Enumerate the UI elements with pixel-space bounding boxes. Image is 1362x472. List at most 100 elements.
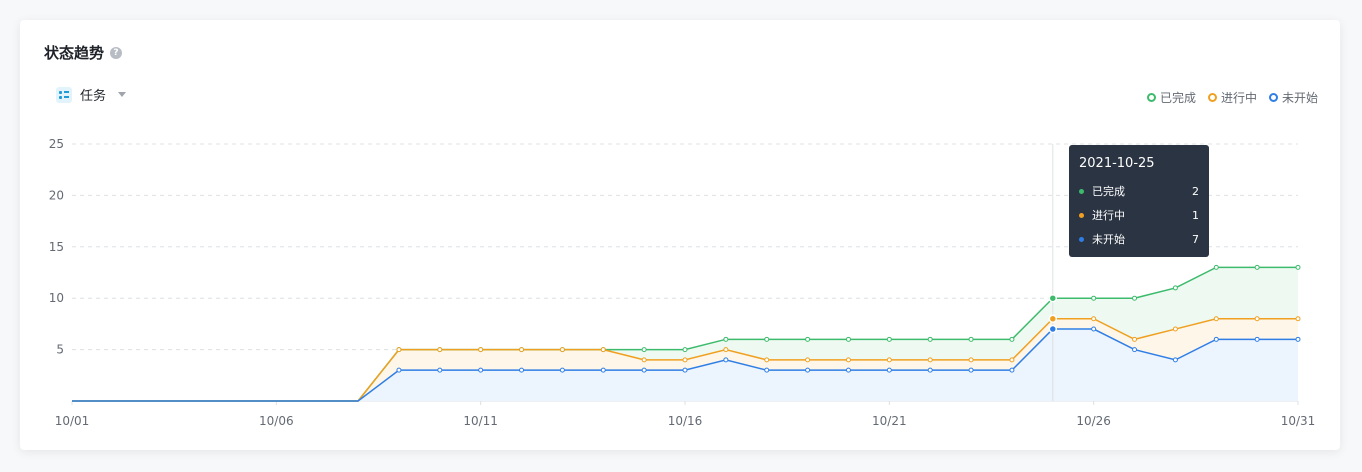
y-tick-label: 25 <box>49 137 64 151</box>
data-point-not-started <box>600 367 606 373</box>
data-point-not-started <box>682 367 688 373</box>
data-point-not-started <box>641 367 647 373</box>
data-point-done <box>1213 264 1219 270</box>
status-trend-card: 状态趋势 ? 任务 已完成 进行中 未开始 5 10 15 20 25 10/01 10/0… <box>20 20 1340 450</box>
data-point-done <box>1009 336 1015 342</box>
legend-dot-done <box>1146 93 1156 102</box>
data-point-done <box>805 336 811 342</box>
data-point-not-started <box>1009 367 1015 373</box>
y-tick-label: 5 <box>56 343 64 357</box>
legend-dot-not-started <box>1268 93 1278 102</box>
area-not-started <box>72 329 1298 401</box>
x-tick-label: 10/11 <box>463 414 498 428</box>
y-tick-label: 10 <box>49 291 64 305</box>
data-point-done <box>1091 295 1097 301</box>
data-point-not-started <box>478 367 484 373</box>
data-point-not-started <box>886 367 892 373</box>
data-point-not-started <box>437 367 443 373</box>
data-point-done <box>1254 264 1260 270</box>
data-point-done <box>927 336 933 342</box>
data-point-not-started <box>805 367 811 373</box>
data-point-in-progress <box>519 347 525 353</box>
tooltip-value-in-progress: 1 <box>1192 208 1199 222</box>
legend-item-not-started[interactable]: 未开始 <box>1268 89 1318 106</box>
chevron-down-icon <box>118 92 127 97</box>
data-point-in-progress <box>1009 357 1015 363</box>
data-point-done <box>764 336 770 342</box>
data-point-not-started <box>1091 326 1097 332</box>
x-tick-label: 10/26 <box>1076 414 1111 428</box>
tooltip-row-not-started: 未开始 7 <box>1079 227 1199 251</box>
data-point-not-started <box>559 367 565 373</box>
tooltip-value-done: 2 <box>1192 184 1199 198</box>
data-point-done <box>1295 264 1301 270</box>
data-point-done <box>1048 293 1058 303</box>
legend-label-done: 已完成 <box>1159 91 1196 105</box>
data-point-in-progress <box>1172 326 1178 332</box>
data-point-not-started <box>723 357 729 363</box>
chart-tooltip: 2021-10-25 已完成 2 进行中 1 未开始 7 <box>1069 145 1209 257</box>
legend: 已完成 进行中 未开始 <box>1146 89 1318 106</box>
tooltip-value-not-started: 7 <box>1192 232 1199 246</box>
tooltip-dot-not-started <box>1079 236 1084 242</box>
tooltip-dot-in-progress <box>1079 212 1084 218</box>
data-point-not-started <box>1132 347 1138 353</box>
tooltip-label-not-started: 未开始 <box>1092 233 1125 246</box>
data-point-done <box>1172 285 1178 291</box>
data-point-in-progress <box>886 357 892 363</box>
data-point-in-progress <box>559 347 565 353</box>
y-tick-label: 20 <box>49 188 64 202</box>
data-point-not-started <box>764 367 770 373</box>
legend-item-done[interactable]: 已完成 <box>1146 89 1196 106</box>
tooltip-date: 2021-10-25 <box>1079 156 1155 171</box>
tooltip-label-in-progress: 进行中 <box>1092 209 1125 222</box>
x-tick-label: 10/01 <box>55 414 90 428</box>
data-point-not-started <box>1254 336 1260 342</box>
x-tick-label: 10/16 <box>668 414 703 428</box>
data-point-in-progress <box>600 347 606 353</box>
tooltip-row-in-progress: 进行中 1 <box>1079 203 1199 227</box>
data-point-in-progress <box>1295 316 1301 322</box>
data-point-not-started <box>1295 336 1301 342</box>
task-list-icon <box>56 86 72 103</box>
data-point-in-progress <box>396 347 402 353</box>
data-point-in-progress <box>478 347 484 353</box>
card-title: 状态趋势 ? <box>44 42 123 63</box>
legend-item-in-progress[interactable]: 进行中 <box>1207 89 1257 106</box>
x-tick-label: 10/31 <box>1281 414 1316 428</box>
data-point-done <box>1132 295 1138 301</box>
data-point-in-progress <box>682 357 688 363</box>
legend-label-not-started: 未开始 <box>1281 91 1318 105</box>
data-point-not-started <box>1048 324 1058 334</box>
data-point-in-progress <box>845 357 851 363</box>
data-point-in-progress <box>1254 316 1260 322</box>
type-selector[interactable]: 任务 <box>56 85 127 104</box>
data-point-in-progress <box>437 347 443 353</box>
data-point-not-started <box>396 367 402 373</box>
data-point-done <box>682 347 688 353</box>
type-selector-label: 任务 <box>80 89 107 104</box>
data-point-not-started <box>927 367 933 373</box>
legend-label-in-progress: 进行中 <box>1220 91 1257 105</box>
data-point-in-progress <box>764 357 770 363</box>
data-point-in-progress <box>1091 316 1097 322</box>
data-point-in-progress <box>927 357 933 363</box>
card-title-text: 状态趋势 <box>44 44 105 62</box>
trend-chart[interactable]: 5 10 15 20 25 10/01 10/06 10/11 10/16 10/21 10/26 1… <box>20 20 1340 450</box>
data-point-done <box>886 336 892 342</box>
data-point-in-progress <box>1048 314 1058 324</box>
data-point-not-started <box>1172 357 1178 363</box>
tooltip-label-done: 已完成 <box>1092 185 1125 198</box>
x-tick-label: 10/21 <box>872 414 907 428</box>
data-point-in-progress <box>805 357 811 363</box>
data-point-in-progress <box>1213 316 1219 322</box>
data-point-not-started <box>968 367 974 373</box>
help-icon[interactable]: ? <box>110 46 123 59</box>
data-point-in-progress <box>1132 336 1138 342</box>
data-point-done <box>641 347 647 353</box>
y-tick-label: 15 <box>49 240 64 254</box>
tooltip-dot-done <box>1079 188 1084 194</box>
data-point-done <box>968 336 974 342</box>
legend-dot-in-progress <box>1207 93 1217 102</box>
data-point-in-progress <box>641 357 647 363</box>
